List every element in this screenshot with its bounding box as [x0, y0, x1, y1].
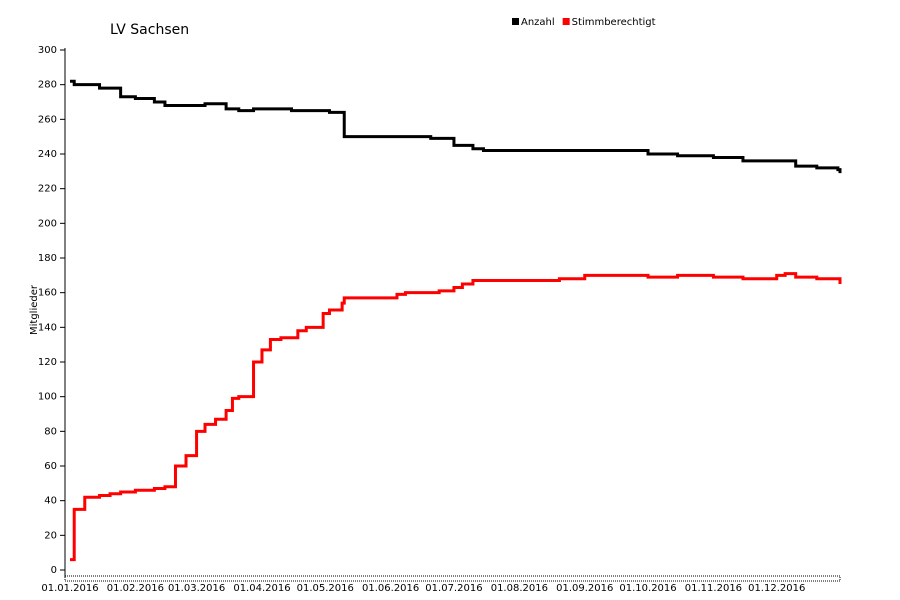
series-line — [70, 272, 842, 562]
y-tick-label: 300 — [38, 45, 57, 56]
y-tick-label: 180 — [38, 253, 57, 264]
y-tick-label: 240 — [38, 149, 57, 160]
legend-swatch — [562, 18, 570, 25]
y-tick-label: 80 — [44, 426, 57, 437]
x-tick-label: 01.02.2016 — [107, 583, 164, 594]
y-tick-label: 0 — [51, 565, 57, 576]
y-tick-label: 40 — [44, 496, 57, 507]
x-tick-label: 01.10.2016 — [619, 583, 676, 594]
x-tick-label: 01.07.2016 — [425, 583, 482, 594]
y-tick-label: 140 — [38, 322, 57, 333]
y-tick-label: 20 — [44, 530, 57, 541]
y-tick-label: 120 — [38, 357, 57, 368]
x-tick-label: 01.04.2016 — [233, 583, 290, 594]
series-line — [70, 79, 842, 174]
y-tick-label: 160 — [38, 288, 57, 299]
y-tick-label: 280 — [38, 80, 57, 91]
y-tick-label: 60 — [44, 461, 57, 472]
y-tick-label: 100 — [38, 392, 57, 403]
legend-label: Stimmberechtigt — [572, 17, 656, 28]
x-tick-label: 01.03.2016 — [168, 583, 225, 594]
x-tick-label: 01.05.2016 — [297, 583, 354, 594]
y-axis-label: Mitglieder — [29, 284, 40, 335]
legend-label: Anzahl — [521, 17, 555, 28]
x-tick-label: 01.12.2016 — [748, 583, 805, 594]
x-tick-label: 01.09.2016 — [556, 583, 613, 594]
legend-swatch — [512, 18, 519, 25]
x-tick-label: 01.06.2016 — [362, 583, 419, 594]
y-tick-label: 220 — [38, 184, 57, 195]
chart-title: LV Sachsen — [110, 22, 189, 38]
x-tick-label: 01.01.2016 — [41, 583, 98, 594]
x-tick-label: 01.08.2016 — [491, 583, 548, 594]
y-tick-label: 260 — [38, 114, 57, 125]
x-tick-label: 01.11.2016 — [685, 583, 742, 594]
y-tick-label: 200 — [38, 218, 57, 229]
